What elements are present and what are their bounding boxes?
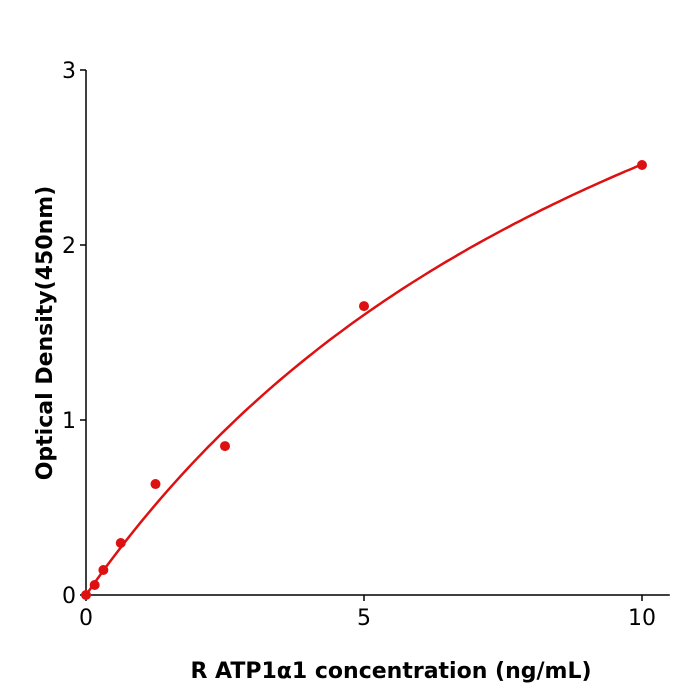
data-point (150, 479, 161, 490)
data-point (637, 160, 647, 171)
data-point (359, 301, 369, 312)
x-tick-label: 5 (357, 606, 371, 631)
data-point (115, 538, 126, 549)
x-tick-label: 0 (79, 606, 93, 631)
data-points (81, 160, 647, 600)
data-point (220, 441, 230, 452)
data-point (81, 590, 91, 600)
data-point (89, 580, 100, 591)
y-tick-label: 1 (62, 409, 76, 434)
y-tick-label: 2 (62, 234, 76, 259)
y-tick-label: 0 (62, 584, 76, 609)
y-tick-label: 3 (62, 59, 76, 84)
fit-curve (84, 163, 643, 596)
axes: 0 5 10 0 1 2 3 (62, 59, 670, 631)
data-point (98, 564, 109, 575)
x-axis-label: R ATP1α1 concentration (ng/mL) (190, 659, 591, 684)
y-axis-label: Optical Density(450nm) (33, 186, 58, 481)
x-tick-label: 10 (628, 606, 656, 631)
